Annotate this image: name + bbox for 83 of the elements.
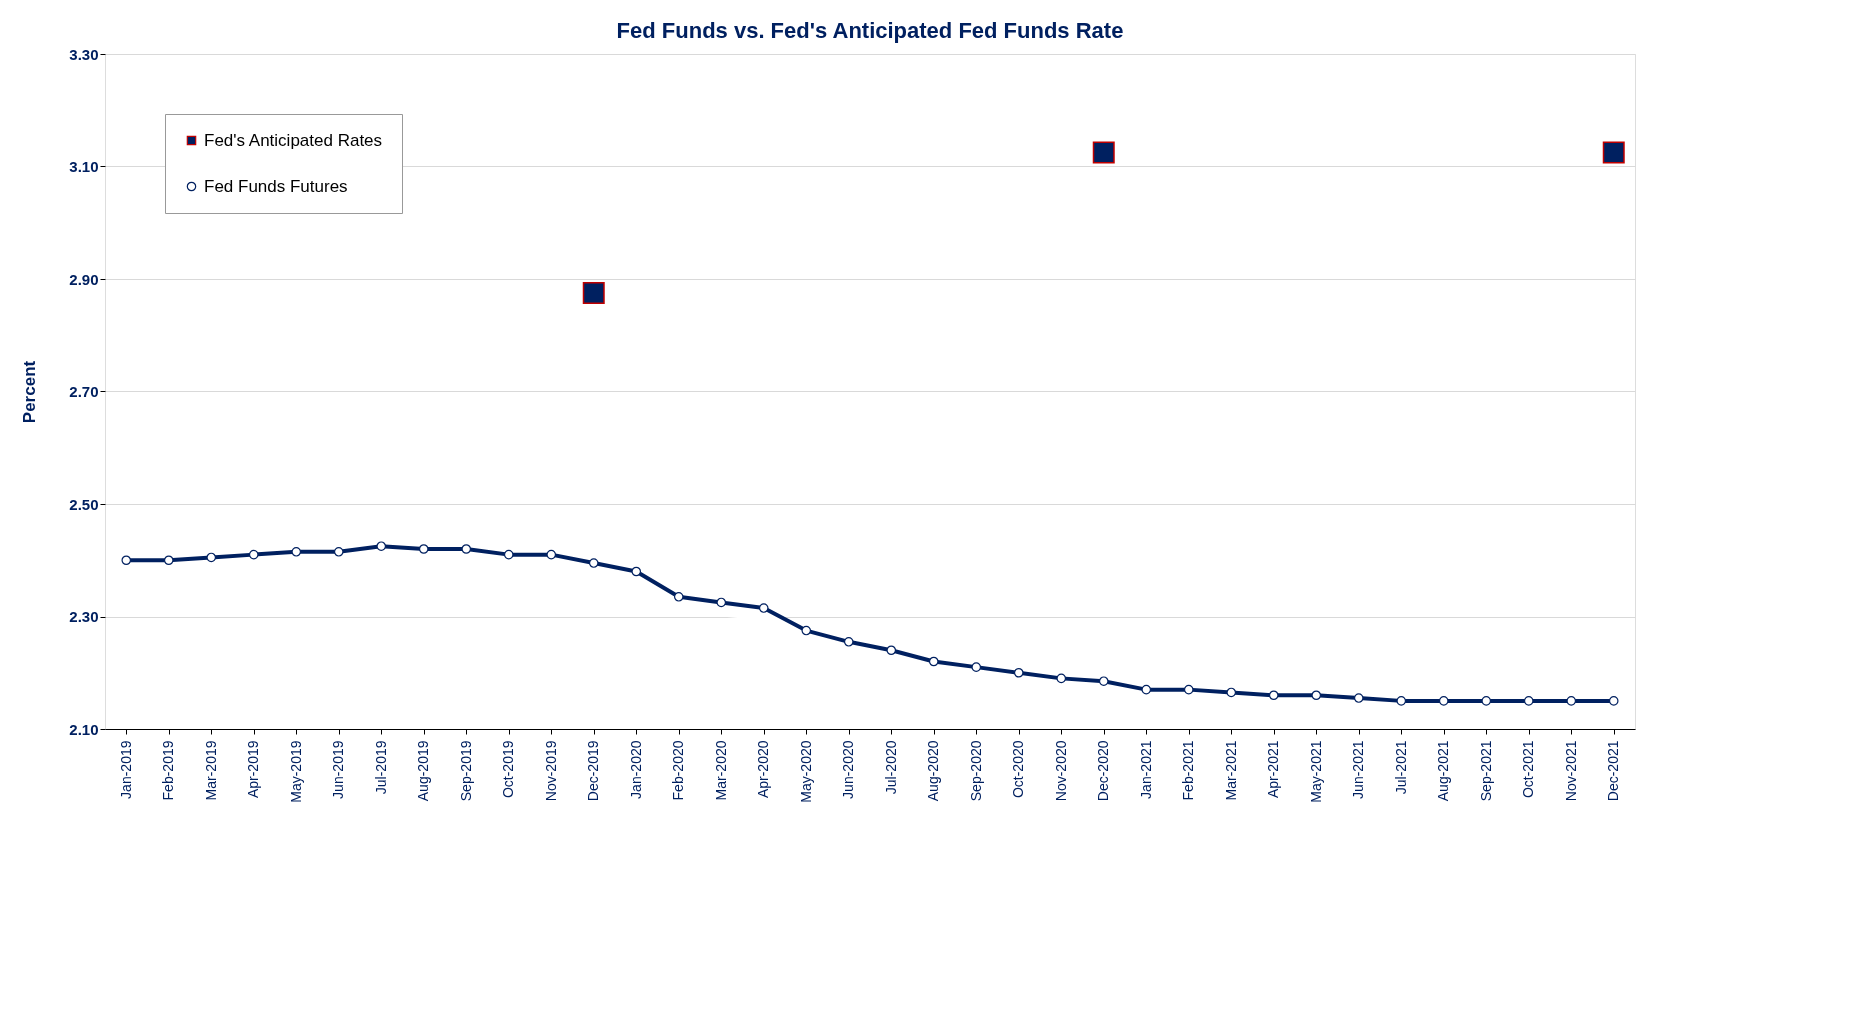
point: [206, 552, 217, 563]
y-tick-label: 3.10: [69, 158, 99, 175]
point: [1311, 690, 1322, 701]
point: [758, 603, 769, 613]
x-tick-label: Nov-2019: [542, 740, 559, 802]
y-tick-label: 3.30: [69, 45, 99, 63]
point: [1056, 673, 1067, 684]
y-tick-label: 2.90: [69, 270, 99, 288]
point: [1268, 690, 1279, 701]
point: [843, 637, 854, 647]
x-tick-label: Mar-2020: [712, 740, 729, 801]
point: [376, 541, 387, 551]
x-tick-label: Oct-2020: [1010, 740, 1027, 799]
x-tick-label: Sep-2020: [967, 740, 984, 802]
x-tick-label: Sep-2021: [1477, 740, 1494, 802]
x-tick-label: Jan-2019: [117, 740, 134, 799]
point: [418, 544, 429, 554]
point: [1481, 696, 1492, 706]
x-tick-label: Dec-2020: [1095, 740, 1112, 802]
point: [588, 558, 599, 568]
x-tick-label: Jun-2021: [1350, 740, 1367, 799]
legend-label: Fed's Anticipated Rates: [204, 130, 383, 150]
x-tick-label: Sep-2019: [457, 740, 474, 802]
x-tick-label: Feb-2019: [160, 740, 177, 801]
y-tick-label: 2.70: [69, 383, 99, 400]
x-tick-label: Apr-2019: [245, 740, 262, 799]
y-tick-label: 2.50: [69, 495, 99, 513]
x-tick-label: Feb-2020: [670, 740, 687, 801]
x-tick-label: Aug-2019: [415, 740, 432, 802]
y-axis-title: Percent: [20, 360, 40, 424]
point: [716, 597, 727, 608]
x-tick-label: Apr-2021: [1265, 740, 1282, 799]
x-tick-label: Jul-2020: [882, 740, 899, 795]
point: [333, 547, 344, 557]
point: [546, 549, 557, 560]
point: [631, 566, 642, 577]
legend-label: Fed Funds Futures: [204, 176, 348, 196]
point: [503, 549, 514, 560]
x-tick-label: Mar-2019: [202, 740, 219, 801]
x-tick-label: Jan-2021: [1137, 740, 1154, 799]
point: [461, 544, 472, 554]
x-tick-label: Feb-2021: [1180, 740, 1197, 801]
y-tick-label: 2.10: [69, 720, 99, 738]
point: [928, 656, 939, 667]
x-tick-label: Jan-2020: [627, 740, 644, 799]
y-tick-label: 2.30: [69, 608, 99, 625]
x-tick-label: Dec-2021: [1605, 740, 1622, 802]
point: [1353, 693, 1364, 703]
point: [801, 625, 812, 636]
x-tick-label: Aug-2021: [1435, 740, 1452, 802]
x-tick-label: Dec-2019: [585, 740, 602, 802]
point: [673, 592, 684, 602]
point: [1523, 696, 1534, 706]
point: [1183, 684, 1194, 695]
x-tick-label: Oct-2019: [500, 740, 517, 799]
x-tick-label: Jul-2019: [372, 740, 389, 795]
point: [1226, 687, 1237, 698]
point: [1608, 696, 1619, 706]
point: [1013, 667, 1024, 678]
x-tick-label: Nov-2021: [1562, 740, 1579, 802]
x-tick-label: May-2019: [287, 740, 304, 803]
x-tick-label: Nov-2020: [1052, 740, 1069, 802]
x-tick-label: Jun-2020: [840, 740, 857, 799]
x-tick-label: Mar-2021: [1222, 740, 1239, 801]
x-tick-label: Oct-2021: [1520, 740, 1537, 799]
point: [1396, 696, 1407, 706]
point: [886, 645, 897, 656]
chart-title: Fed Funds vs. Fed's Anticipated Fed Funds Rate: [616, 18, 1124, 43]
point: [1566, 696, 1577, 706]
point: [248, 549, 259, 560]
point: [1438, 696, 1449, 706]
x-tick-label: Apr-2020: [755, 740, 772, 799]
point: [971, 662, 982, 672]
x-tick-label: Jul-2021: [1392, 740, 1409, 795]
x-tick-label: Jun-2019: [330, 740, 347, 799]
x-tick-label: May-2020: [797, 740, 814, 803]
point: [163, 555, 174, 566]
x-tick-label: May-2021: [1307, 740, 1324, 803]
point: [1141, 684, 1152, 695]
point: [121, 555, 132, 566]
point: [291, 547, 302, 557]
point: [1098, 676, 1109, 686]
x-tick-label: Aug-2020: [925, 740, 942, 802]
